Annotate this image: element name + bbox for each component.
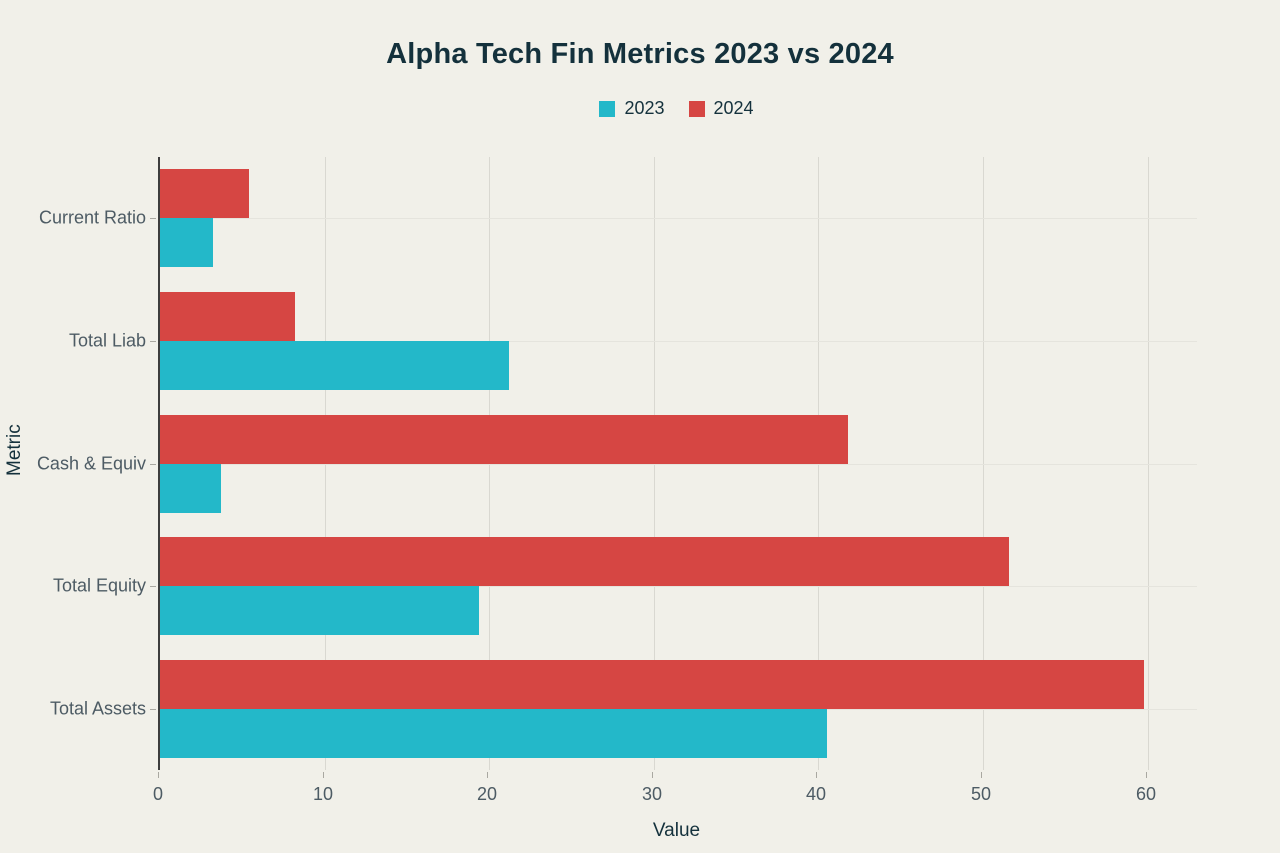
x-tick-label-60: 60: [1135, 784, 1157, 804]
legend-label-2023: 2023: [624, 98, 665, 118]
horizontal-gridline-total-liab: [160, 341, 1197, 342]
vertical-gridline-50: [983, 157, 985, 770]
legend-item-2024[interactable]: 2024: [688, 98, 754, 119]
bar-2023-total-equity: [160, 586, 480, 635]
y-tick-mark-total-liab: [150, 341, 156, 342]
legend-swatch-2024: [688, 100, 705, 117]
bar-2023-current-ratio: [160, 218, 213, 267]
vertical-gridline-60: [1147, 157, 1149, 770]
plot-area: [158, 157, 1197, 770]
chart-title: Alpha Tech Fin Metrics 2023 vs 2024: [386, 38, 894, 70]
y-tick-mark-cash-equiv: [150, 464, 156, 465]
x-tick-mark-60: [1146, 772, 1147, 778]
y-tick-mark-total-assets: [150, 709, 156, 710]
bar-2024-total-liab: [160, 292, 295, 341]
horizontal-gridline-current-ratio: [160, 218, 1197, 219]
category-label-cash-equiv: Cash & Equiv: [36, 453, 146, 474]
horizontal-gridline-total-equity: [160, 586, 1197, 587]
x-tick-mark-30: [652, 772, 653, 778]
x-tick-mark-40: [816, 772, 817, 778]
y-tick-mark-current-ratio: [150, 218, 156, 219]
legend-swatch-2023: [599, 100, 616, 117]
bar-2023-total-liab: [160, 341, 509, 390]
x-tick-label-50: 50: [970, 784, 992, 804]
category-label-total-equity: Total Equity: [52, 575, 146, 596]
x-tick-mark-10: [323, 772, 324, 778]
x-tick-label-0: 0: [152, 784, 164, 804]
x-axis-title: Value: [652, 820, 701, 841]
bar-2023-cash-equiv: [160, 464, 221, 513]
x-tick-mark-20: [487, 772, 488, 778]
y-tick-mark-total-equity: [150, 586, 156, 587]
category-label-current-ratio: Current Ratio: [38, 207, 146, 228]
bar-2024-cash-equiv: [160, 415, 849, 464]
x-tick-mark-50: [981, 772, 982, 778]
horizontal-gridline-cash-equiv: [160, 464, 1197, 465]
category-label-total-assets: Total Assets: [49, 698, 146, 719]
category-label-total-liab: Total Liab: [68, 330, 146, 351]
x-tick-label-30: 30: [641, 784, 663, 804]
legend: 2023 2024: [158, 98, 1195, 119]
bar-2024-current-ratio: [160, 169, 249, 218]
x-tick-label-40: 40: [805, 784, 827, 804]
legend-item-2023[interactable]: 2023: [599, 98, 665, 119]
y-axis-title: Metric: [4, 424, 25, 476]
x-tick-label-20: 20: [476, 784, 498, 804]
bar-2024-total-equity: [160, 537, 1010, 586]
legend-label-2024: 2024: [713, 98, 754, 118]
bar-2024-total-assets: [160, 660, 1145, 709]
x-tick-label-10: 10: [312, 784, 334, 804]
bar-2023-total-assets: [160, 709, 827, 758]
x-tick-mark-0: [158, 772, 159, 778]
